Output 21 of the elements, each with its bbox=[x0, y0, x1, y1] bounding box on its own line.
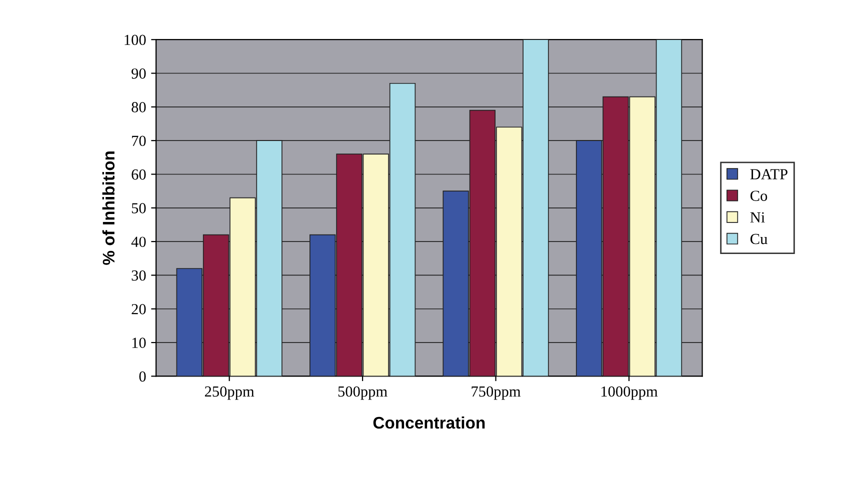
y-tick-label: 100 bbox=[124, 34, 146, 46]
y-tick-label: 20 bbox=[132, 304, 146, 314]
legend-label: Ni bbox=[750, 212, 765, 222]
y-tick-label: 10 bbox=[132, 338, 146, 348]
y-tick-label: 40 bbox=[131, 236, 146, 248]
y-tick-label: 30 bbox=[132, 270, 146, 281]
x-tick-label: 250ppm bbox=[204, 386, 254, 400]
legend-label: Co bbox=[750, 190, 768, 201]
y-tick-label: 70 bbox=[132, 136, 146, 146]
y-tick-label: 90 bbox=[132, 68, 146, 79]
y-tick-label: 80 bbox=[132, 102, 146, 112]
y-axis-title: % of Inhibition bbox=[102, 152, 115, 265]
y-tick-label: 60 bbox=[132, 169, 146, 180]
x-axis-title: Concentration bbox=[373, 416, 485, 429]
x-tick-label: 500ppm bbox=[338, 386, 388, 400]
x-tick-label: 750ppm bbox=[472, 386, 521, 400]
x-tick-label: 1000ppm bbox=[601, 386, 658, 400]
legend-label: DATP bbox=[750, 169, 788, 180]
legend-label: Cu bbox=[750, 234, 768, 244]
y-tick-label: 50 bbox=[132, 203, 146, 214]
y-tick-label: 0 bbox=[139, 371, 146, 382]
